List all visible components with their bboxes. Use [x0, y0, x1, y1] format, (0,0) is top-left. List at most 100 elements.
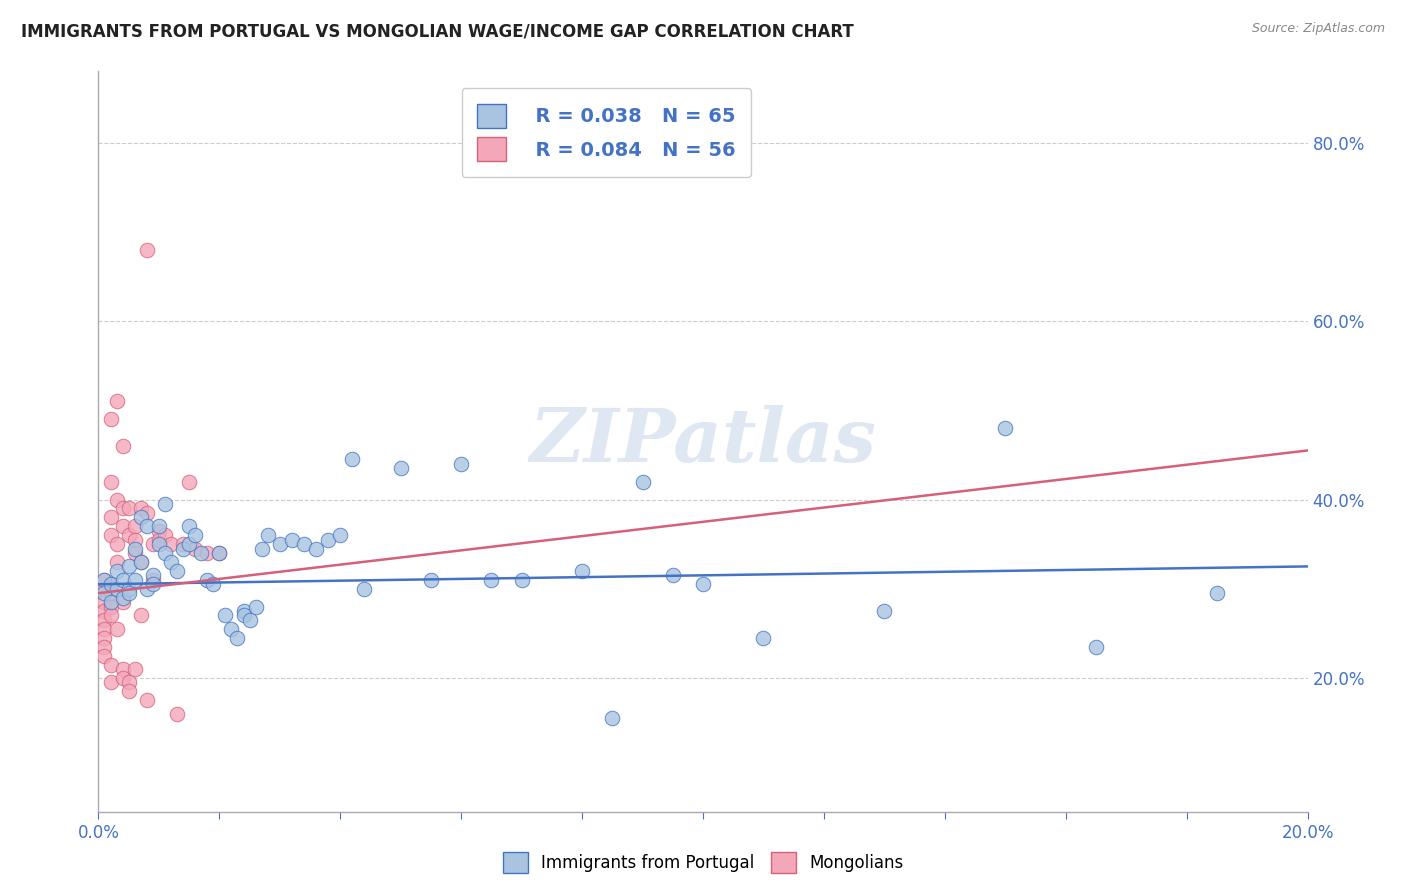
Point	[118, 559, 141, 574]
Point	[124, 546, 146, 560]
Point	[93, 648, 115, 663]
Point	[100, 528, 122, 542]
Point	[190, 546, 212, 560]
Point	[256, 528, 278, 542]
Point	[100, 675, 122, 690]
Point	[195, 546, 218, 560]
Point	[118, 586, 141, 600]
Point	[250, 541, 273, 556]
Point	[111, 662, 134, 676]
Point	[100, 510, 122, 524]
Point	[124, 541, 146, 556]
Point	[135, 519, 157, 533]
Point	[179, 537, 201, 551]
Legend: Immigrants from Portugal, Mongolians: Immigrants from Portugal, Mongolians	[496, 846, 910, 880]
Point	[118, 675, 141, 690]
Point	[129, 555, 152, 569]
Point	[111, 573, 134, 587]
Point	[202, 577, 225, 591]
Point	[148, 519, 170, 533]
Point	[752, 631, 775, 645]
Point	[93, 586, 115, 600]
Point	[93, 640, 115, 654]
Point	[148, 533, 170, 547]
Point	[214, 608, 236, 623]
Point	[135, 693, 157, 707]
Point	[135, 243, 157, 257]
Point	[481, 573, 503, 587]
Point	[100, 608, 122, 623]
Point	[111, 519, 134, 533]
Point	[153, 497, 176, 511]
Point	[124, 533, 146, 547]
Point	[148, 537, 170, 551]
Point	[184, 541, 207, 556]
Point	[179, 475, 201, 489]
Point	[221, 622, 243, 636]
Point	[1085, 640, 1108, 654]
Point	[329, 528, 352, 542]
Point	[239, 613, 262, 627]
Point	[124, 519, 146, 533]
Point	[135, 582, 157, 596]
Point	[873, 604, 896, 618]
Point	[142, 537, 165, 551]
Text: IMMIGRANTS FROM PORTUGAL VS MONGOLIAN WAGE/INCOME GAP CORRELATION CHART: IMMIGRANTS FROM PORTUGAL VS MONGOLIAN WA…	[21, 22, 853, 40]
Point	[118, 684, 141, 698]
Point	[135, 506, 157, 520]
Point	[118, 528, 141, 542]
Point	[93, 604, 115, 618]
Point	[692, 577, 714, 591]
Point	[160, 537, 183, 551]
Point	[179, 519, 201, 533]
Point	[100, 412, 122, 426]
Point	[100, 595, 122, 609]
Point	[450, 457, 472, 471]
Point	[142, 568, 165, 582]
Point	[105, 492, 128, 507]
Point	[105, 394, 128, 409]
Point	[305, 541, 328, 556]
Point	[208, 546, 231, 560]
Point	[510, 573, 533, 587]
Point	[105, 622, 128, 636]
Point	[93, 595, 115, 609]
Point	[571, 564, 593, 578]
Point	[142, 577, 165, 591]
Point	[129, 510, 152, 524]
Point	[389, 461, 412, 475]
Point	[118, 501, 141, 516]
Point	[93, 631, 115, 645]
Point	[124, 573, 146, 587]
Point	[160, 555, 183, 569]
Point	[226, 631, 249, 645]
Point	[93, 613, 115, 627]
Point	[100, 657, 122, 672]
Point	[111, 439, 134, 453]
Point	[111, 591, 134, 605]
Point	[111, 595, 134, 609]
Point	[172, 541, 194, 556]
Point	[111, 671, 134, 685]
Point	[195, 573, 218, 587]
Point	[100, 577, 122, 591]
Point	[166, 706, 188, 721]
Point	[111, 501, 134, 516]
Point	[292, 537, 315, 551]
Text: ZIPatlas: ZIPatlas	[530, 405, 876, 478]
Point	[93, 573, 115, 587]
Point	[269, 537, 291, 551]
Point	[105, 564, 128, 578]
Text: Source: ZipAtlas.com: Source: ZipAtlas.com	[1251, 22, 1385, 36]
Point	[129, 501, 152, 516]
Point	[105, 537, 128, 551]
Point	[342, 452, 364, 467]
Point	[316, 533, 339, 547]
Point	[184, 528, 207, 542]
Point	[105, 555, 128, 569]
Point	[129, 608, 152, 623]
Legend:   R = 0.038   N = 65,   R = 0.084   N = 56: R = 0.038 N = 65, R = 0.084 N = 56	[461, 88, 751, 177]
Point	[129, 555, 152, 569]
Point	[153, 546, 176, 560]
Point	[105, 582, 128, 596]
